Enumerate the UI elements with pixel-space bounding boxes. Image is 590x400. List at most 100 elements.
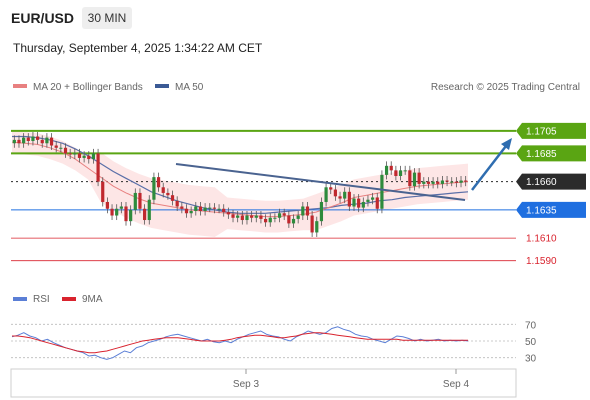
candle xyxy=(40,139,44,144)
price-level-label: 1.1660 xyxy=(526,177,557,188)
candle xyxy=(236,215,240,218)
rsi-ma-legend-swatch xyxy=(62,297,76,301)
candle xyxy=(59,147,63,149)
rsi-panel: 70 50 30 xyxy=(11,320,537,365)
candle xyxy=(268,217,272,223)
price-level-tag xyxy=(516,173,586,190)
symbol-title: EUR/USD xyxy=(11,10,75,26)
candle xyxy=(180,206,184,209)
candle xyxy=(115,208,119,216)
candle xyxy=(319,201,324,222)
rsi-legend-swatch xyxy=(13,297,27,301)
candle xyxy=(384,165,389,175)
candle xyxy=(133,192,137,210)
price-level-label: 1.1590 xyxy=(526,256,557,267)
candle xyxy=(389,165,393,171)
candle xyxy=(217,208,221,210)
forecast-arrow xyxy=(471,145,507,191)
candle xyxy=(263,218,268,223)
candle xyxy=(347,191,351,207)
candle xyxy=(338,196,342,199)
candle xyxy=(357,198,361,208)
candle xyxy=(371,197,375,200)
candle xyxy=(454,181,458,183)
candle xyxy=(422,181,426,184)
candle xyxy=(31,136,35,141)
forecast-arrow-head xyxy=(501,138,512,150)
candle xyxy=(245,215,249,221)
timeframe-badge[interactable]: 30 MIN xyxy=(82,7,132,29)
candle xyxy=(366,199,370,202)
candle xyxy=(49,137,54,146)
candle xyxy=(324,187,328,202)
candle xyxy=(124,206,128,222)
candle xyxy=(408,170,412,187)
candle xyxy=(189,211,193,214)
candle xyxy=(152,177,156,200)
candle xyxy=(329,187,333,190)
price-level-label: 1.1685 xyxy=(526,149,557,160)
candle xyxy=(17,139,21,144)
candle xyxy=(156,177,161,188)
time-axis xyxy=(10,368,517,398)
candle xyxy=(375,197,379,209)
candle xyxy=(35,136,40,140)
candle xyxy=(352,198,356,207)
candle xyxy=(417,172,421,184)
candle xyxy=(212,207,217,209)
candle xyxy=(305,206,310,216)
candle xyxy=(426,181,431,184)
x-label-sep4: Sep 4 xyxy=(443,379,470,390)
candle xyxy=(240,215,244,221)
rsi-ma-line xyxy=(12,332,468,354)
candle xyxy=(77,153,82,158)
candle xyxy=(147,199,151,221)
candle xyxy=(105,201,109,209)
rsi-level-label: 30 xyxy=(525,354,537,365)
candle xyxy=(12,139,16,144)
candle xyxy=(394,170,398,176)
candle xyxy=(73,153,77,155)
candle xyxy=(119,206,123,209)
candle xyxy=(63,147,68,154)
candle xyxy=(459,180,463,183)
candle xyxy=(380,174,384,209)
candle xyxy=(138,192,142,209)
rsi-line xyxy=(11,326,469,360)
candle xyxy=(26,137,30,141)
candle xyxy=(166,192,170,196)
bollinger-band xyxy=(12,130,468,237)
candle xyxy=(101,181,105,202)
price-level-label: 1.1705 xyxy=(526,126,557,137)
candle xyxy=(82,155,86,158)
candle xyxy=(175,200,179,207)
candle xyxy=(361,201,365,208)
candle xyxy=(343,191,347,199)
trendline xyxy=(175,163,466,201)
candle xyxy=(226,212,230,215)
chart-header: EUR/USD 30 MIN xyxy=(0,0,590,36)
candle xyxy=(310,215,314,233)
candle xyxy=(194,206,198,211)
candle xyxy=(68,153,72,155)
candle xyxy=(291,218,296,224)
candle xyxy=(231,214,235,218)
price-level-label: 1.1610 xyxy=(526,234,557,245)
candle xyxy=(282,213,286,216)
candle xyxy=(445,180,449,182)
candle xyxy=(208,207,212,209)
ma50-legend-label: MA 50 xyxy=(175,82,204,93)
x-label-sep3: Sep 3 xyxy=(233,379,260,390)
candle xyxy=(96,153,100,182)
candle xyxy=(273,217,277,219)
candle xyxy=(464,180,468,182)
candle xyxy=(250,215,254,218)
candle xyxy=(222,208,226,213)
candle xyxy=(259,215,263,219)
candle xyxy=(287,215,291,224)
candle xyxy=(110,208,114,216)
candle xyxy=(143,208,147,221)
chart-datetime: Thursday, September 4, 2025 1:34:22 AM C… xyxy=(13,41,263,55)
